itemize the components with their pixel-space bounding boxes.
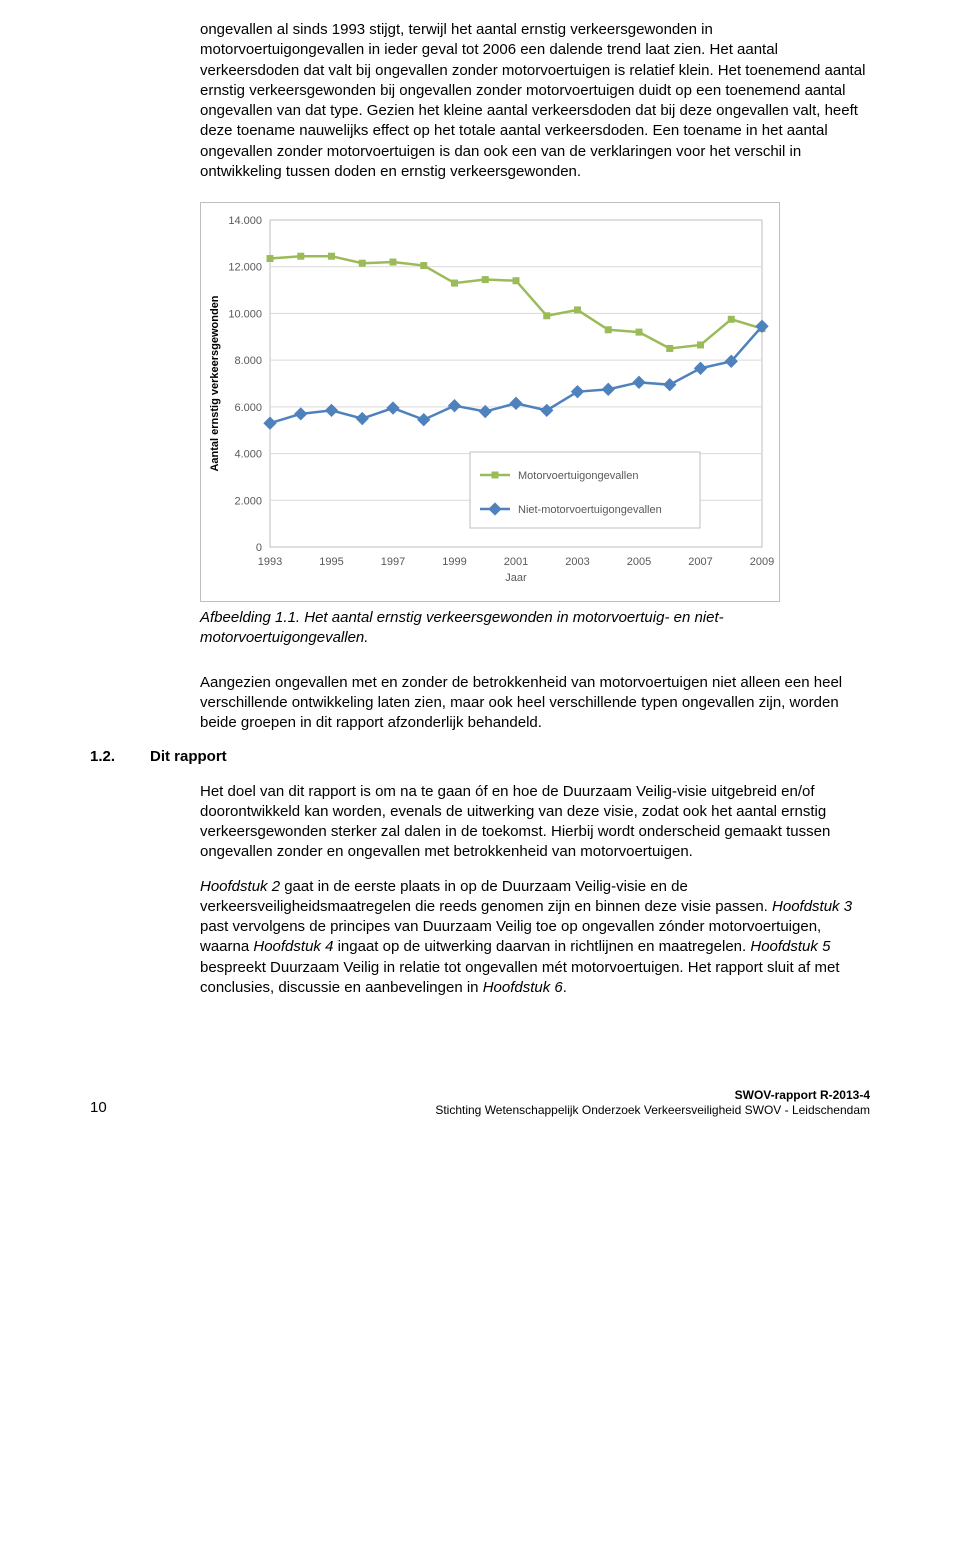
- svg-text:4.000: 4.000: [234, 449, 262, 461]
- line-chart: 0 2.000 4.000 6.000 8.000 10.000 12.000 14.000 1…: [200, 202, 780, 602]
- outline-text-5: .: [563, 979, 567, 996]
- ch4-ref: Hoofdstuk 4: [253, 938, 333, 955]
- ch3-ref: Hoofdstuk 3: [772, 898, 852, 915]
- svg-text:Motorvoertuigongevallen: Motorvoertuigongevallen: [518, 470, 638, 482]
- outline-paragraph: Hoofdstuk 2 gaat in de eerste plaats in …: [200, 877, 870, 999]
- figure-caption: Afbeelding 1.1. Het aantal ernstig verke…: [200, 608, 870, 649]
- grouping-paragraph: Aangezien ongevallen met en zonder de be…: [200, 673, 870, 734]
- svg-text:2005: 2005: [627, 556, 651, 568]
- svg-text:Niet-motorvoertuigongevallen: Niet-motorvoertuigongevallen: [518, 504, 662, 516]
- svg-text:14.000: 14.000: [228, 215, 262, 227]
- svg-text:Aantal ernstig verkeersgewonde: Aantal ernstig verkeersgewonden: [209, 295, 221, 471]
- svg-text:10.000: 10.000: [228, 308, 262, 320]
- svg-text:2003: 2003: [565, 556, 589, 568]
- svg-text:Jaar: Jaar: [505, 572, 527, 584]
- ch2-ref: Hoofdstuk 2: [200, 878, 280, 895]
- outline-text-1: gaat in de eerste plaats in op de Duurza…: [200, 878, 772, 915]
- svg-text:12.000: 12.000: [228, 262, 262, 274]
- section-heading: 1.2. Dit rapport: [200, 747, 870, 767]
- svg-text:8.000: 8.000: [234, 355, 262, 367]
- svg-text:1995: 1995: [319, 556, 343, 568]
- svg-text:1993: 1993: [258, 556, 282, 568]
- svg-text:2.000: 2.000: [234, 495, 262, 507]
- figure-1-1: 0 2.000 4.000 6.000 8.000 10.000 12.000 14.000 1…: [200, 202, 870, 602]
- footer-report-id: SWOV-rapport R-2013-4: [435, 1088, 870, 1103]
- svg-text:2009: 2009: [750, 556, 774, 568]
- svg-text:2007: 2007: [688, 556, 712, 568]
- section-title: Dit rapport: [150, 747, 227, 767]
- svg-text:2001: 2001: [504, 556, 528, 568]
- caption-prefix: Afbeelding 1.1.: [200, 609, 304, 626]
- page-number: 10: [90, 1098, 130, 1118]
- page-footer: 10 SWOV-rapport R-2013-4 Stichting Weten…: [200, 1088, 870, 1118]
- ch5-ref: Hoofdstuk 5: [750, 938, 830, 955]
- svg-text:1997: 1997: [381, 556, 405, 568]
- svg-text:1999: 1999: [442, 556, 466, 568]
- svg-text:6.000: 6.000: [234, 402, 262, 414]
- intro-paragraph: ongevallen al sinds 1993 stijgt, terwijl…: [200, 20, 870, 182]
- svg-text:0: 0: [256, 542, 262, 554]
- ch6-ref: Hoofdstuk 6: [483, 979, 563, 996]
- outline-text-3: ingaat op de uitwerking daarvan in richt…: [333, 938, 750, 955]
- goal-paragraph: Het doel van dit rapport is om na te gaa…: [200, 782, 870, 863]
- footer-org: Stichting Wetenschappelijk Onderzoek Ver…: [435, 1103, 870, 1118]
- section-number: 1.2.: [90, 747, 150, 767]
